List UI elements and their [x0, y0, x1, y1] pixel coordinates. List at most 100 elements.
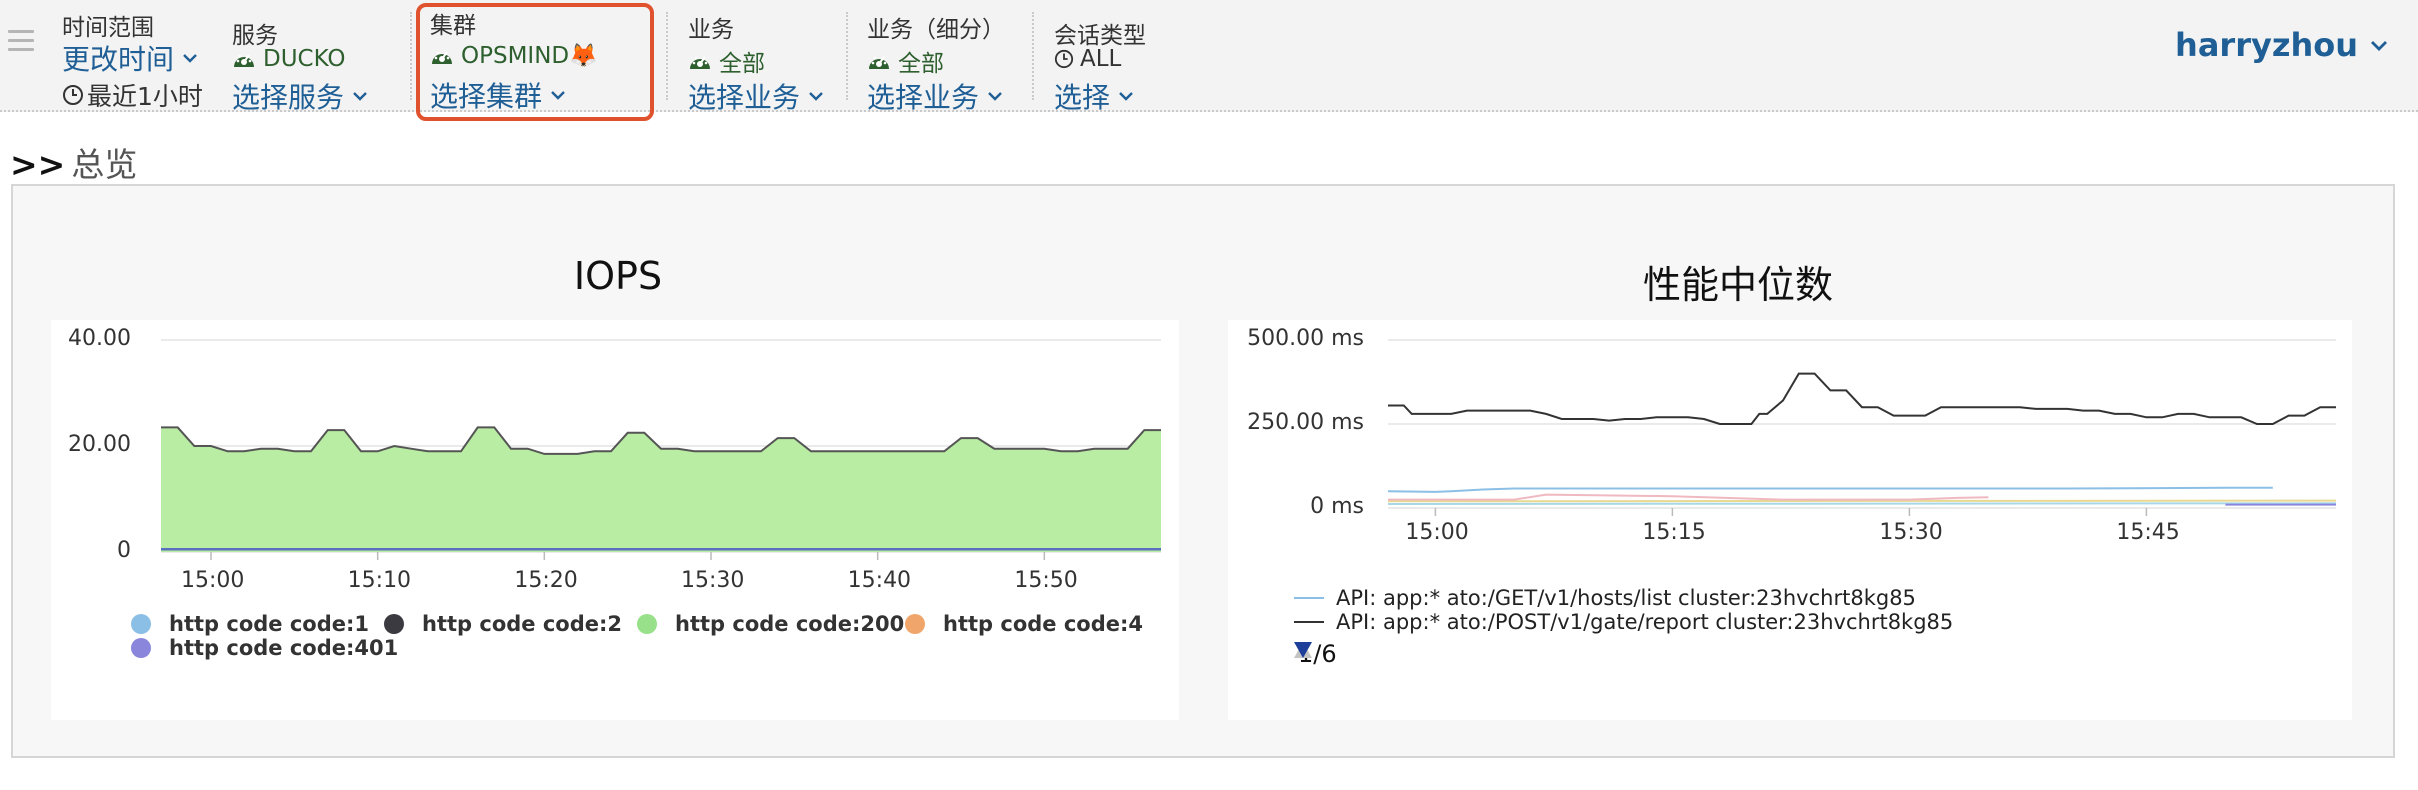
business-detail-value: 全部 [867, 44, 944, 78]
business-detail-label: 业务（细分） [867, 17, 1005, 43]
session-type-filter: 会话类型 ALL 选择 [1054, 0, 1174, 114]
user-menu[interactable]: harryzhou [2175, 26, 2388, 64]
service-value-text: DUCKO [263, 46, 346, 72]
time-range-filter: 时间范围 更改时间 最近1小时 [62, 0, 222, 112]
x-tick-label: 15:00 [181, 568, 245, 593]
iops-chart: http code code:1 http code code:2 http c… [51, 320, 1179, 720]
page-down-icon[interactable] [1292, 640, 1314, 660]
series-line-other-api [1387, 499, 2337, 503]
cluster-filter: 集群 OPSMIND🦊 选择集群 [430, 0, 640, 115]
dashboard-icon [234, 54, 254, 67]
current-time-range: 最近1小时 [62, 77, 203, 113]
x-tick-label: 15:45 [2116, 520, 2180, 545]
series-line-post-gate-report [1388, 372, 2336, 425]
series-line-http-code-200 [161, 426, 1161, 455]
business-label: 业务 [688, 17, 734, 43]
legend-label: API: app:* ato:/GET/v1/hosts/list cluste… [1336, 586, 1916, 610]
iops-chart-title: IOPS [573, 254, 663, 298]
overview-panel: IOPS http code code:1 http code code:2 h… [11, 184, 2395, 758]
legend-dot [131, 614, 151, 634]
y-tick-label: 500.00 ms [1247, 326, 1364, 351]
session-type-value-text: ALL [1080, 46, 1122, 72]
series-area-http-code-200 [161, 427, 1161, 552]
x-tick-label: 15:20 [514, 568, 578, 593]
chevron-down-icon [2371, 40, 2387, 51]
legend-dot [384, 614, 404, 634]
legend-label: http code code:1 [169, 612, 369, 636]
chevron-down-icon [988, 92, 1002, 101]
iops-legend-item[interactable]: http code code:200 [637, 612, 904, 636]
select-service-link[interactable]: 选择服务 [232, 76, 368, 116]
latency-legend-item[interactable]: API: app:* ato:/POST/v1/gate/report clus… [1294, 610, 1953, 634]
latency-plot [1387, 339, 2337, 516]
y-tick-label: 20.00 [68, 432, 131, 457]
time-range-label: 时间范围 [62, 15, 154, 41]
x-tick-label: 15:15 [1642, 520, 1706, 545]
session-type-value: ALL [1054, 46, 1121, 72]
business-filter: 业务 全部 选择业务 [688, 0, 838, 114]
iops-legend-item[interactable]: http code code:2 [384, 612, 622, 636]
cluster-value-text: OPSMIND🦊 [461, 43, 598, 69]
service-label: 服务 [232, 23, 278, 49]
filter-divider [846, 12, 848, 100]
legend-label: http code code:401 [169, 636, 399, 660]
dashboard-icon [690, 56, 710, 69]
select-business-detail-link[interactable]: 选择业务 [867, 76, 1003, 116]
y-tick-label: 250.00 ms [1247, 410, 1364, 435]
iops-legend-item[interactable]: http code code:4 [905, 612, 1143, 636]
y-tick-label: 0 ms [1310, 494, 1364, 519]
x-tick-label: 15:10 [347, 568, 412, 593]
y-tick-label: 0 [117, 538, 131, 563]
series-line-get-hosts-list [1387, 486, 2273, 493]
latency-chart: API: app:* ato:/GET/v1/hosts/list cluste… [1228, 320, 2352, 720]
x-tick-label: 15:40 [847, 568, 912, 593]
business-value: 全部 [688, 44, 765, 78]
select-cluster-link[interactable]: 选择集群 [430, 75, 566, 115]
chevron-down-icon [183, 54, 197, 63]
clock-icon [63, 85, 83, 105]
iops-legend-item[interactable]: http code code:1 [131, 612, 369, 636]
legend-dot [905, 614, 925, 634]
y-tick-label: 40.00 [68, 326, 131, 351]
x-tick-label: 15:30 [681, 568, 745, 593]
dashboard-icon [432, 50, 452, 64]
cluster-value: OPSMIND🦊 [430, 42, 598, 69]
business-value-text: 全部 [719, 51, 765, 77]
business-detail-value-text: 全部 [898, 51, 944, 77]
dashboard-icon [869, 56, 889, 69]
select-session-type-link[interactable]: 选择 [1054, 76, 1134, 116]
change-time-text: 更改时间 [62, 43, 175, 76]
chevron-down-icon [353, 92, 367, 101]
series-line-other-api [1388, 493, 1989, 501]
clock-icon [1054, 49, 1074, 69]
chevron-down-icon [551, 91, 565, 100]
change-time-link[interactable]: 更改时间 [62, 38, 198, 78]
cluster-highlight-box [416, 3, 654, 121]
latency-legend-item[interactable]: API: app:* ato:/GET/v1/hosts/list cluste… [1294, 586, 1916, 610]
current-time-range-text: 最近1小时 [87, 82, 203, 111]
x-tick-label: 15:30 [1879, 520, 1943, 545]
legend-dot [131, 638, 151, 658]
overview-heading: >> 总览 [10, 138, 137, 186]
service-value: DUCKO [232, 46, 346, 72]
select-cluster-text: 选择集群 [430, 80, 543, 113]
menu-icon[interactable] [8, 30, 34, 54]
overview-arrows: >> [10, 145, 66, 184]
legend-label: API: app:* ato:/POST/v1/gate/report clus… [1336, 610, 1954, 634]
x-tick-label: 15:00 [1405, 520, 1469, 545]
business-detail-filter: 业务（细分） 全部 选择业务 [867, 0, 1027, 114]
cluster-label: 集群 [430, 13, 476, 39]
session-type-label: 会话类型 [1054, 23, 1146, 49]
legend-label: http code code:200 [675, 612, 905, 636]
x-tick-label: 15:50 [1014, 568, 1078, 593]
series-line-other-api [1387, 502, 2337, 505]
iops-legend-item[interactable]: http code code:401 [131, 636, 398, 660]
legend-dot [637, 614, 657, 634]
select-session-type-text: 选择 [1054, 81, 1111, 114]
select-business-link[interactable]: 选择业务 [688, 76, 824, 116]
legend-pager: 1/6 [1292, 640, 1343, 668]
filter-divider [1032, 12, 1034, 100]
overview-title: 总览 [71, 145, 138, 184]
user-name: harryzhou [2175, 26, 2358, 64]
select-business-detail-text: 选择业务 [867, 81, 980, 114]
